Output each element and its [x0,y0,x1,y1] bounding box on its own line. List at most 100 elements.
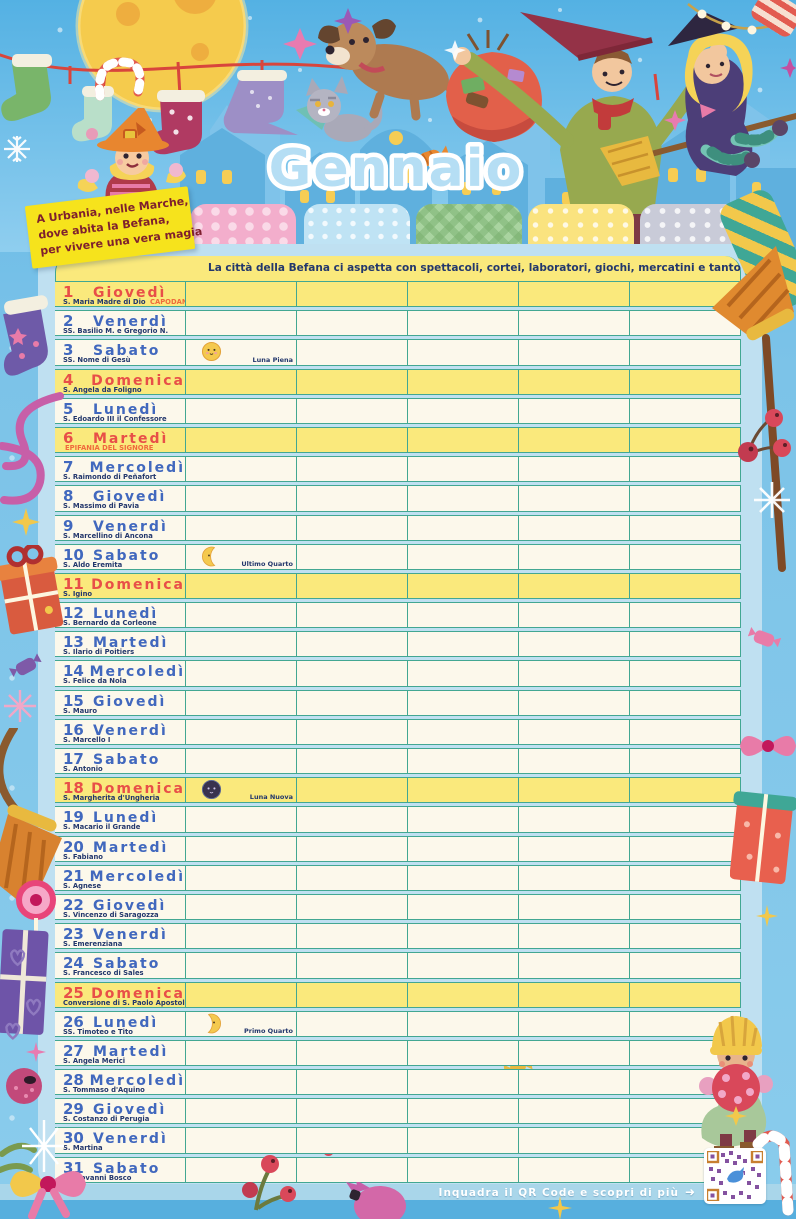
calendar-cell[interactable] [518,690,629,715]
calendar-cell[interactable] [407,427,518,453]
calendar-cell[interactable] [407,457,518,482]
calendar-cell[interactable] [629,340,740,365]
calendar-cell[interactable] [518,749,629,774]
calendar-cell[interactable] [296,398,407,423]
calendar-cell[interactable] [296,778,407,803]
calendar-cell[interactable] [518,632,629,657]
calendar-cell[interactable] [629,398,740,423]
calendar-cell[interactable] [407,369,518,394]
calendar-cell[interactable] [185,340,296,365]
calendar-cell[interactable] [407,1040,518,1066]
calendar-cell[interactable] [629,427,740,453]
calendar-cell[interactable] [296,1128,407,1153]
calendar-cell[interactable] [296,632,407,657]
calendar-cell[interactable] [518,515,629,540]
calendar-cell[interactable] [185,719,296,744]
calendar-cell[interactable] [407,1128,518,1153]
calendar-cell[interactable] [296,690,407,715]
calendar-cell[interactable] [407,1070,518,1095]
calendar-cell[interactable] [185,1011,296,1036]
calendar-cell[interactable] [296,1157,407,1182]
calendar-cell[interactable] [629,1040,740,1066]
calendar-cell[interactable] [185,778,296,803]
calendar-cell[interactable] [185,749,296,774]
calendar-cell[interactable] [518,282,629,307]
calendar-cell[interactable] [296,661,407,686]
calendar-cell[interactable] [407,603,518,628]
calendar-cell[interactable] [518,778,629,803]
calendar-cell[interactable] [629,1011,740,1036]
calendar-cell[interactable] [629,1128,740,1153]
calendar-cell[interactable] [407,544,518,569]
calendar-cell[interactable] [629,1157,740,1182]
calendar-cell[interactable] [296,894,407,920]
calendar-cell[interactable] [518,982,629,1007]
calendar-cell[interactable] [407,1011,518,1036]
calendar-cell[interactable] [185,398,296,423]
calendar-cell[interactable] [518,865,629,890]
calendar-cell[interactable] [296,340,407,365]
calendar-cell[interactable] [185,427,296,453]
calendar-cell[interactable] [296,719,407,744]
calendar-cell[interactable] [185,486,296,511]
calendar-cell[interactable] [296,515,407,540]
calendar-cell[interactable] [185,924,296,949]
calendar-cell[interactable] [296,573,407,599]
calendar-cell[interactable] [296,603,407,628]
calendar-cell[interactable] [296,1011,407,1036]
calendar-cell[interactable] [296,311,407,336]
calendar-cell[interactable] [185,807,296,832]
calendar-cell[interactable] [629,457,740,482]
calendar-cell[interactable] [296,486,407,511]
calendar-cell[interactable] [407,573,518,599]
calendar-cell[interactable] [407,340,518,365]
calendar-cell[interactable] [185,865,296,890]
calendar-cell[interactable] [518,1040,629,1066]
calendar-cell[interactable] [407,924,518,949]
calendar-cell[interactable] [629,836,740,861]
calendar-cell[interactable] [296,749,407,774]
calendar-cell[interactable] [407,894,518,920]
calendar-cell[interactable] [296,457,407,482]
calendar-cell[interactable] [296,1099,407,1124]
calendar-cell[interactable] [185,661,296,686]
calendar-cell[interactable] [518,953,629,978]
calendar-cell[interactable] [296,369,407,394]
calendar-cell[interactable] [296,865,407,890]
calendar-cell[interactable] [185,1040,296,1066]
calendar-cell[interactable] [629,807,740,832]
calendar-cell[interactable] [185,573,296,599]
calendar-cell[interactable] [518,603,629,628]
calendar-cell[interactable] [407,1157,518,1182]
calendar-cell[interactable] [518,311,629,336]
calendar-cell[interactable] [296,924,407,949]
calendar-cell[interactable] [518,836,629,861]
calendar-cell[interactable] [296,982,407,1007]
calendar-cell[interactable] [629,778,740,803]
calendar-cell[interactable] [185,1157,296,1182]
calendar-cell[interactable] [296,836,407,861]
calendar-cell[interactable] [407,515,518,540]
calendar-cell[interactable] [296,807,407,832]
calendar-cell[interactable] [185,894,296,920]
calendar-cell[interactable] [629,953,740,978]
calendar-cell[interactable] [407,865,518,890]
calendar-cell[interactable] [185,1099,296,1124]
calendar-cell[interactable] [629,661,740,686]
calendar-cell[interactable] [629,1099,740,1124]
calendar-cell[interactable] [407,282,518,307]
calendar-cell[interactable] [629,632,740,657]
calendar-cell[interactable] [629,749,740,774]
calendar-cell[interactable] [629,894,740,920]
calendar-cell[interactable] [407,836,518,861]
calendar-cell[interactable] [518,486,629,511]
calendar-cell[interactable] [407,661,518,686]
calendar-cell[interactable] [629,369,740,394]
calendar-cell[interactable] [629,719,740,744]
calendar-cell[interactable] [185,1128,296,1153]
calendar-cell[interactable] [185,515,296,540]
calendar-cell[interactable] [407,398,518,423]
calendar-cell[interactable] [518,457,629,482]
calendar-cell[interactable] [518,1070,629,1095]
calendar-cell[interactable] [407,1099,518,1124]
